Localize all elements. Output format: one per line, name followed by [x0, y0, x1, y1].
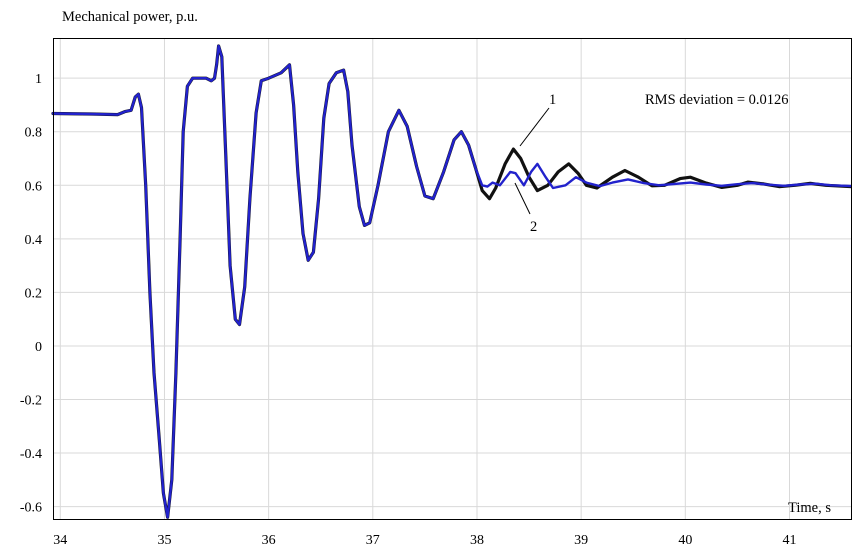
x-tick-label: 36: [262, 533, 276, 548]
x-tick-label: 37: [366, 533, 380, 548]
x-tick-label: 40: [678, 533, 692, 548]
series-line-2: [51, 44, 852, 519]
y-tick-label: 0.6: [25, 179, 43, 194]
series-lines: [51, 44, 852, 519]
x-tick-label: 39: [574, 533, 588, 548]
y-tick-label: -0.4: [20, 447, 42, 462]
x-tick-label: 41: [782, 533, 796, 548]
series-label-2: 2: [530, 219, 537, 235]
x-tick-label: 38: [470, 533, 484, 548]
grid-lines: [53, 38, 852, 520]
y-tick-label: 0: [35, 340, 42, 355]
y-tick-label: 0.2: [25, 286, 43, 301]
x-axis-label: Time, s: [788, 500, 831, 516]
rms-annotation: RMS deviation = 0.0126: [645, 92, 789, 108]
y-axis-label: Mechanical power, p.u.: [62, 9, 198, 25]
x-tick-label: 35: [157, 533, 171, 548]
y-tick-label: 1: [35, 72, 42, 87]
tick-labels: 34 35 36 37 38 39 40 41 -0.6 -0.4 -0.2 0 0.2 0.4 0.6 0.…: [20, 72, 797, 548]
y-tick-label: 0.8: [25, 126, 43, 141]
series-label-1: 1: [549, 92, 556, 108]
y-tick-label: -0.2: [20, 394, 42, 409]
leader-line-1: [519, 107, 550, 147]
leader-line-2: [514, 182, 531, 215]
y-tick-label: 0.4: [25, 233, 43, 248]
y-tick-label: -0.6: [20, 501, 42, 516]
x-tick-label: 34: [53, 533, 67, 548]
